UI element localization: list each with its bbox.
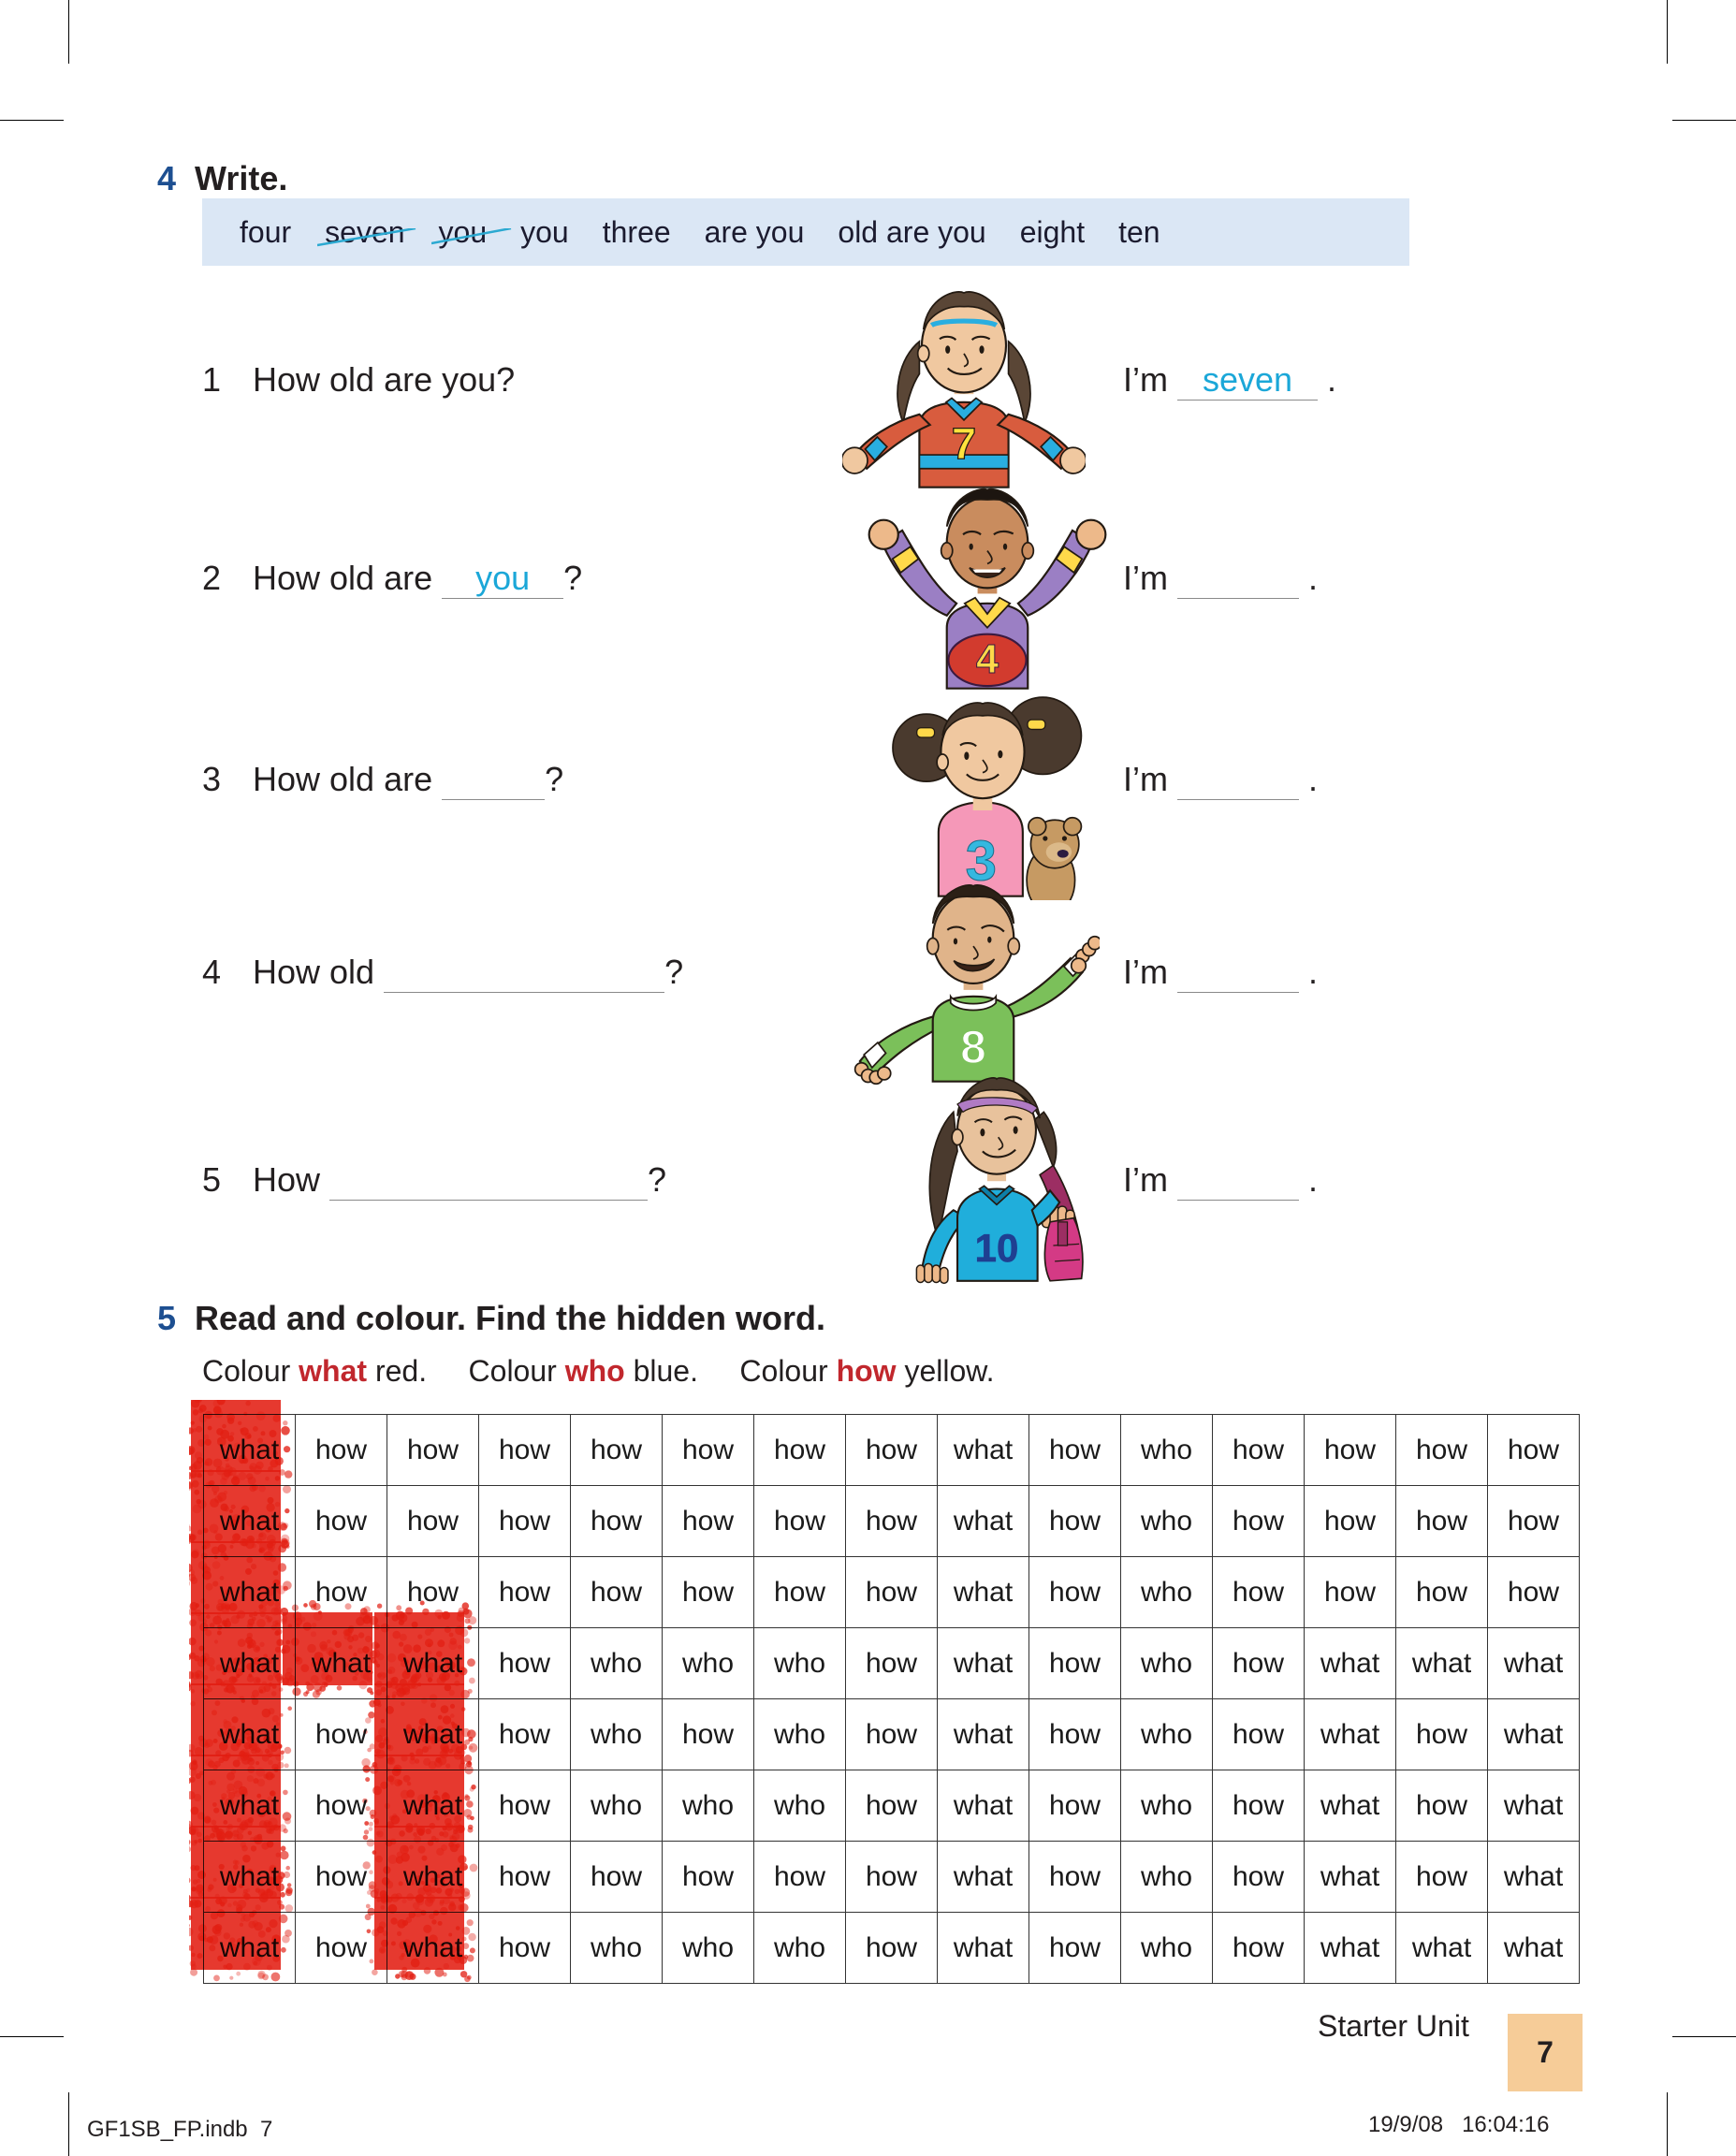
svg-text:10: 10 [975,1226,1019,1270]
svg-text:7: 7 [952,419,976,469]
